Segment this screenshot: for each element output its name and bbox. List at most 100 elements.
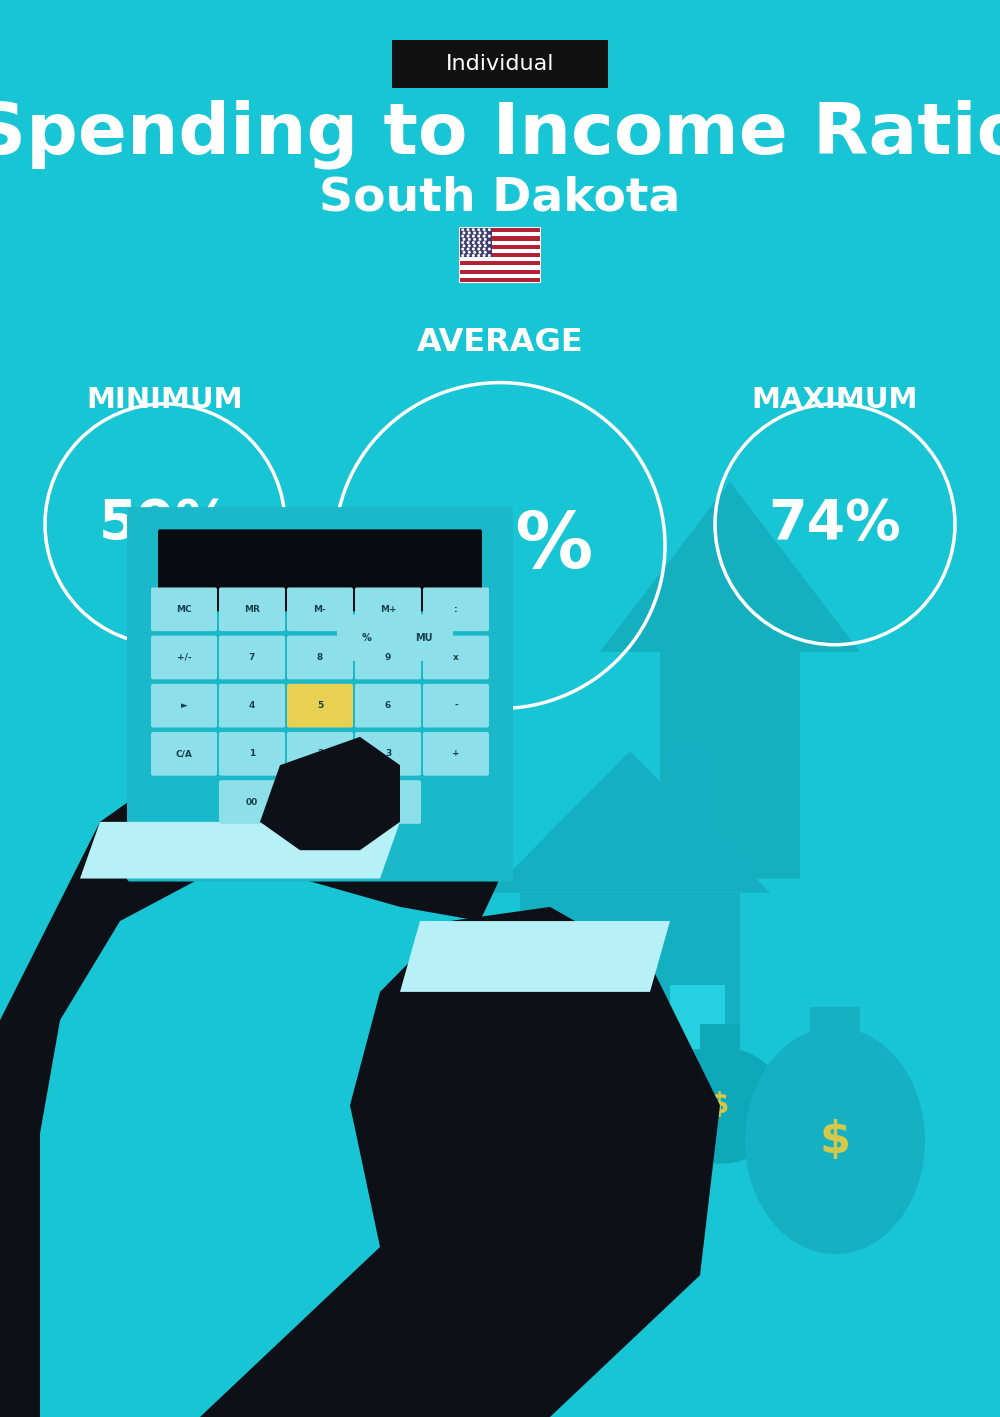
Circle shape xyxy=(477,235,480,238)
Circle shape xyxy=(477,248,480,251)
FancyBboxPatch shape xyxy=(670,751,710,850)
Text: Spending to Income Ratio: Spending to Income Ratio xyxy=(0,99,1000,170)
Circle shape xyxy=(468,231,471,234)
Text: 7: 7 xyxy=(249,653,255,662)
Circle shape xyxy=(484,251,487,254)
Text: 2: 2 xyxy=(317,750,323,758)
FancyBboxPatch shape xyxy=(287,781,353,823)
Circle shape xyxy=(473,238,476,241)
Polygon shape xyxy=(0,765,500,1417)
Text: Individual: Individual xyxy=(446,54,554,74)
Circle shape xyxy=(488,235,491,238)
FancyBboxPatch shape xyxy=(158,530,482,611)
Circle shape xyxy=(479,251,482,254)
Circle shape xyxy=(477,241,480,244)
Circle shape xyxy=(482,254,486,256)
Text: ►: ► xyxy=(181,701,187,710)
Ellipse shape xyxy=(655,1047,785,1163)
Circle shape xyxy=(473,244,476,248)
Circle shape xyxy=(484,238,487,241)
FancyBboxPatch shape xyxy=(423,636,489,679)
FancyBboxPatch shape xyxy=(460,254,540,256)
FancyBboxPatch shape xyxy=(460,228,540,232)
FancyBboxPatch shape xyxy=(460,245,540,249)
FancyBboxPatch shape xyxy=(423,684,489,727)
FancyBboxPatch shape xyxy=(219,733,285,775)
FancyBboxPatch shape xyxy=(219,781,285,823)
Text: -: - xyxy=(454,701,458,710)
Text: 8: 8 xyxy=(317,653,323,662)
FancyBboxPatch shape xyxy=(565,1182,705,1210)
Text: 3: 3 xyxy=(385,750,391,758)
Circle shape xyxy=(466,241,470,244)
FancyBboxPatch shape xyxy=(520,893,740,1162)
Polygon shape xyxy=(290,751,350,808)
FancyBboxPatch shape xyxy=(590,1020,655,1162)
Circle shape xyxy=(479,231,482,234)
FancyBboxPatch shape xyxy=(394,615,453,660)
Ellipse shape xyxy=(745,1027,925,1254)
FancyBboxPatch shape xyxy=(355,684,421,727)
FancyBboxPatch shape xyxy=(392,40,608,88)
Circle shape xyxy=(466,254,470,256)
Circle shape xyxy=(461,241,464,244)
Circle shape xyxy=(482,228,486,231)
FancyBboxPatch shape xyxy=(151,684,217,727)
Text: 6: 6 xyxy=(385,701,391,710)
FancyBboxPatch shape xyxy=(565,1148,705,1176)
FancyBboxPatch shape xyxy=(151,636,217,679)
Circle shape xyxy=(461,235,464,238)
Circle shape xyxy=(472,241,475,244)
Circle shape xyxy=(477,254,480,256)
Circle shape xyxy=(482,241,486,244)
Polygon shape xyxy=(600,482,860,879)
FancyBboxPatch shape xyxy=(337,615,396,660)
Text: +: + xyxy=(452,750,460,758)
FancyBboxPatch shape xyxy=(355,588,421,631)
FancyBboxPatch shape xyxy=(460,261,540,265)
Circle shape xyxy=(473,231,476,234)
FancyBboxPatch shape xyxy=(423,588,489,631)
Text: $: $ xyxy=(710,1091,730,1119)
Circle shape xyxy=(468,244,471,248)
FancyBboxPatch shape xyxy=(219,684,285,727)
Text: :: : xyxy=(454,605,458,614)
Circle shape xyxy=(461,254,464,256)
Polygon shape xyxy=(80,822,400,879)
Circle shape xyxy=(477,228,480,231)
Polygon shape xyxy=(260,737,400,850)
FancyBboxPatch shape xyxy=(810,1007,860,1050)
Text: AVERAGE: AVERAGE xyxy=(417,327,583,359)
Circle shape xyxy=(468,238,471,241)
Circle shape xyxy=(488,248,491,251)
FancyBboxPatch shape xyxy=(355,636,421,679)
Circle shape xyxy=(468,251,471,254)
Text: M+: M+ xyxy=(380,605,396,614)
Text: MU: MU xyxy=(415,632,432,643)
Circle shape xyxy=(488,228,491,231)
FancyBboxPatch shape xyxy=(423,733,489,775)
Circle shape xyxy=(462,251,466,254)
Circle shape xyxy=(479,244,482,248)
Text: x: x xyxy=(453,653,459,662)
Circle shape xyxy=(482,235,486,238)
Text: $: $ xyxy=(820,1119,850,1162)
Polygon shape xyxy=(400,921,670,992)
FancyBboxPatch shape xyxy=(151,588,217,631)
Text: C/A: C/A xyxy=(176,750,192,758)
Polygon shape xyxy=(280,652,440,879)
FancyBboxPatch shape xyxy=(565,1170,705,1199)
FancyBboxPatch shape xyxy=(355,733,421,775)
Text: %: % xyxy=(362,632,371,643)
Text: +/-: +/- xyxy=(177,653,191,662)
Polygon shape xyxy=(490,751,770,893)
Circle shape xyxy=(473,251,476,254)
Circle shape xyxy=(461,228,464,231)
FancyBboxPatch shape xyxy=(565,1193,705,1221)
FancyBboxPatch shape xyxy=(670,985,725,1049)
FancyBboxPatch shape xyxy=(460,278,540,282)
Text: 1: 1 xyxy=(249,750,255,758)
FancyBboxPatch shape xyxy=(151,733,217,775)
Text: 00: 00 xyxy=(246,798,258,806)
FancyBboxPatch shape xyxy=(700,1024,740,1060)
